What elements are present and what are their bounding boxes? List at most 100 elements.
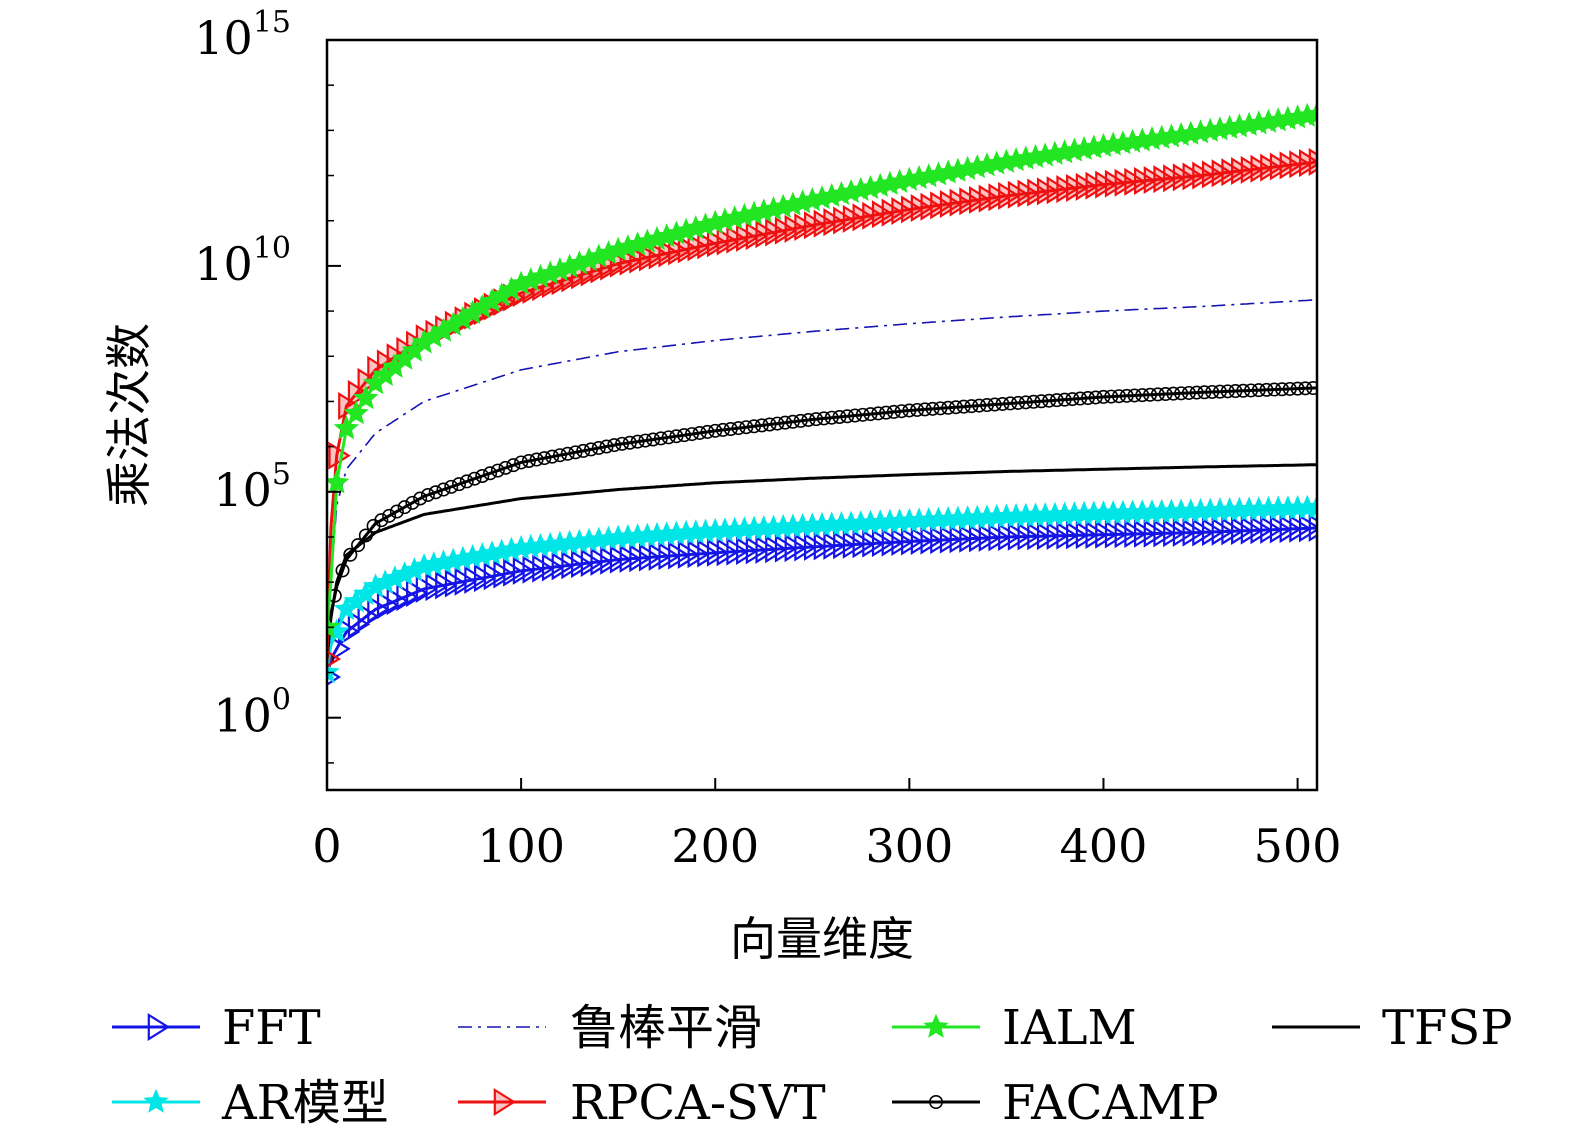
y-tick-label: 1015 xyxy=(194,5,291,65)
data-point xyxy=(1308,148,1317,176)
data-point xyxy=(770,416,785,431)
data-point xyxy=(910,402,925,417)
data-point xyxy=(143,1088,169,1113)
data-point xyxy=(1011,395,1026,410)
data-point xyxy=(358,528,373,543)
data-point xyxy=(871,406,886,421)
data-point xyxy=(1228,384,1243,399)
data-point xyxy=(731,421,746,436)
data-point xyxy=(832,409,847,424)
data-point xyxy=(1212,384,1227,399)
x-tick-label: 300 xyxy=(865,819,953,873)
data-point xyxy=(1298,381,1313,396)
data-point xyxy=(560,446,575,461)
data-point xyxy=(972,398,987,413)
legend-item-AR模型: AR模型 xyxy=(112,1075,389,1131)
data-point xyxy=(514,455,529,470)
x-tick-label: 500 xyxy=(1254,819,1342,873)
y-tick-label: 1010 xyxy=(194,231,291,291)
data-point xyxy=(521,453,536,468)
series-layer xyxy=(327,101,1317,686)
data-point xyxy=(583,442,598,457)
data-point xyxy=(923,1013,949,1038)
x-axis-label: 向量维度 xyxy=(730,912,914,966)
data-point xyxy=(591,440,606,455)
data-point xyxy=(925,401,940,416)
data-point xyxy=(840,409,855,424)
data-point xyxy=(1244,383,1259,398)
legend-item-鲁棒平滑: 鲁棒平滑 xyxy=(458,1000,762,1056)
series-TFSP xyxy=(327,463,1317,660)
data-point xyxy=(1166,386,1181,401)
series-AR模型 xyxy=(327,494,1317,684)
data-point xyxy=(493,1088,517,1116)
data-point xyxy=(1282,381,1297,396)
data-point xyxy=(389,504,404,519)
data-point xyxy=(622,435,637,450)
data-point xyxy=(351,538,366,553)
data-point xyxy=(941,400,956,415)
data-point xyxy=(778,415,793,430)
data-point xyxy=(1158,387,1173,402)
data-point xyxy=(879,405,894,420)
data-point xyxy=(327,613,340,639)
data-point xyxy=(1197,385,1212,400)
data-point xyxy=(1304,101,1317,126)
data-point xyxy=(979,398,994,413)
data-point xyxy=(444,479,459,494)
data-point xyxy=(1088,390,1103,405)
data-point xyxy=(498,460,513,475)
data-point xyxy=(420,487,435,502)
y-axis-label: 乘法次数 xyxy=(102,323,156,507)
data-point xyxy=(1119,388,1134,403)
series-line xyxy=(327,526,1317,678)
data-point xyxy=(894,404,909,419)
data-point xyxy=(483,466,498,481)
data-point xyxy=(537,451,552,466)
data-point xyxy=(615,436,630,451)
data-point xyxy=(1304,494,1317,519)
data-point xyxy=(568,445,583,460)
data-point xyxy=(816,411,831,426)
legend-item-RPCA-SVT: RPCA-SVT xyxy=(458,1075,826,1131)
data-point xyxy=(327,659,340,684)
data-point xyxy=(1104,389,1119,404)
data-point xyxy=(1034,394,1049,409)
legend-label: 鲁棒平滑 xyxy=(570,1000,762,1056)
data-point xyxy=(397,500,412,515)
data-point xyxy=(335,563,350,578)
data-point xyxy=(1127,388,1142,403)
series-RPCA-SVT xyxy=(327,148,1317,668)
data-point xyxy=(785,414,800,429)
data-point xyxy=(1236,383,1251,398)
x-tick-label: 100 xyxy=(477,819,565,873)
data-point xyxy=(576,443,591,458)
data-point xyxy=(428,485,443,500)
data-point xyxy=(793,413,808,428)
data-point xyxy=(327,651,334,666)
data-point xyxy=(1049,393,1064,408)
data-point xyxy=(436,482,451,497)
legend-item-IALM: IALM xyxy=(892,1000,1137,1056)
data-point xyxy=(801,412,816,427)
data-point xyxy=(1065,392,1080,407)
data-point xyxy=(754,418,769,433)
data-point xyxy=(333,415,360,440)
data-point xyxy=(1026,394,1041,409)
data-point xyxy=(506,458,521,473)
data-point xyxy=(1042,393,1057,408)
data-point xyxy=(902,403,917,418)
data-point xyxy=(1143,387,1158,402)
legend-label: RPCA-SVT xyxy=(570,1075,826,1131)
legend-label: IALM xyxy=(1002,1000,1137,1056)
data-point xyxy=(646,432,661,447)
legend-label: AR模型 xyxy=(221,1075,389,1131)
data-point xyxy=(855,407,870,422)
data-point xyxy=(653,431,668,446)
data-point xyxy=(964,399,979,414)
data-point xyxy=(1251,383,1266,398)
data-point xyxy=(1174,386,1189,401)
data-point xyxy=(552,448,567,463)
data-point xyxy=(684,427,699,442)
data-point xyxy=(1259,382,1274,397)
